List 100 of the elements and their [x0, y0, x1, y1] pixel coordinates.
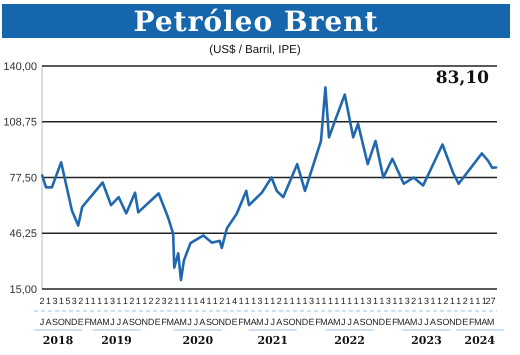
x2-tick-label: 2 — [39, 296, 45, 306]
chart-title: Petróleo Brent — [134, 5, 378, 38]
x2-tick-label: 1 — [475, 296, 480, 306]
text: M — [179, 317, 187, 327]
text: M — [410, 317, 418, 327]
x2-tick-label: 2 — [129, 296, 134, 306]
x-tick-label: 2024 — [464, 334, 496, 347]
text: F — [161, 317, 168, 327]
text: N — [64, 317, 72, 327]
x2-tick-label: 1 — [456, 296, 462, 306]
text: J — [270, 317, 276, 327]
text: M — [166, 317, 174, 327]
x2-tick-label: 1 — [290, 296, 295, 306]
text: O — [212, 317, 219, 327]
text: D — [378, 317, 386, 327]
x2-tick-label: 1 — [430, 296, 436, 306]
x2-tick-label: 1 — [379, 296, 384, 306]
text: M — [474, 317, 482, 327]
x2-tick-label: 1 — [296, 296, 302, 306]
text: S — [52, 317, 58, 327]
x2-tick-label: 3 — [162, 296, 167, 306]
x2-tick-label: 1 — [482, 296, 487, 306]
x2-tick-label: 1 — [264, 296, 269, 306]
text: A — [122, 317, 128, 327]
line-series — [40, 86, 498, 282]
x2-tick-label: 1 — [84, 296, 90, 306]
x2-tick-label: 3 — [308, 296, 314, 306]
x2-tick-label: 1 — [142, 296, 148, 306]
x2-tick-label: 3 — [72, 296, 77, 306]
text: E — [78, 317, 84, 327]
text: J — [187, 317, 192, 327]
x2-tick-label: 1 — [334, 296, 340, 306]
text: O — [365, 317, 372, 327]
x2-tick-label: 1 — [226, 296, 231, 306]
x2-tick-label: 27 — [486, 296, 496, 306]
x2-tick-label: 3 — [404, 296, 410, 306]
text: O — [442, 317, 450, 327]
text: J — [424, 317, 429, 327]
text: E — [308, 317, 315, 327]
text: J — [264, 317, 269, 327]
text: A — [96, 317, 103, 327]
text: M — [243, 317, 251, 327]
x2-tick-label: 2 — [276, 296, 282, 306]
x2-tick-label: 1 — [206, 296, 212, 306]
y-tick-label: 108,75 — [3, 116, 37, 129]
text: N — [372, 317, 379, 327]
x2-tick-label: 5 — [65, 296, 70, 306]
x-tick-label: 2019 — [101, 334, 132, 347]
x2-tick-label: 1 — [212, 296, 218, 306]
text: S — [360, 317, 366, 327]
text: S — [128, 317, 135, 327]
x2-tick-label: 1 — [302, 296, 308, 306]
x2-tick-label: 2 — [462, 296, 468, 306]
x2-tick-label: 1 — [136, 296, 141, 306]
text: A — [353, 317, 360, 327]
x2-tick-label: 2 — [411, 296, 416, 306]
text: A — [276, 317, 282, 327]
y-tick-label: 140,00 — [3, 60, 37, 73]
text: F — [238, 317, 244, 327]
text: M — [256, 317, 264, 327]
annotation: 83,10 — [436, 68, 490, 88]
text: A — [430, 317, 436, 327]
x2-tick-label: 1 — [251, 296, 256, 306]
text: O — [134, 317, 142, 327]
text: E — [154, 317, 161, 327]
x2-tick-label: 1 — [321, 296, 326, 306]
x2-tick-label: 3 — [366, 296, 372, 306]
y-tick-label: 46,25 — [9, 228, 37, 240]
text: M — [486, 317, 494, 327]
x2-tick-label: 1 — [450, 296, 455, 306]
x2-tick-label: 2 — [443, 296, 448, 306]
text: S — [206, 317, 212, 327]
x-tick-label: 2023 — [411, 334, 442, 347]
text: N — [142, 317, 148, 327]
text: M — [102, 317, 110, 327]
x2-tick-label: 2 — [78, 296, 84, 306]
text: F — [468, 317, 475, 327]
text: N — [218, 317, 226, 327]
text: J — [110, 317, 115, 327]
x2-tick-label: 1 — [174, 296, 180, 306]
x2-tick-label: 4 — [232, 296, 238, 306]
x2-tick-label: 1 — [193, 296, 198, 306]
text: A — [46, 317, 52, 327]
x-tick-label: 2018 — [42, 334, 74, 347]
x2-tick-label: 3 — [257, 296, 262, 306]
x2-tick-label: 1 — [398, 296, 404, 306]
text: N — [449, 317, 456, 327]
x2-tick-label: 1 — [360, 296, 366, 306]
y-tick-label: 77,50 — [9, 172, 37, 184]
text: D — [302, 317, 309, 327]
x2-tick-label: 2 — [219, 296, 224, 306]
text: N — [295, 317, 302, 327]
text: M — [397, 317, 405, 327]
text: A — [327, 317, 334, 327]
x2-tick-label: 1 — [418, 296, 423, 306]
x2-tick-label: 1 — [373, 296, 378, 306]
text: O — [288, 317, 296, 327]
x2-tick-label: 1 — [270, 296, 276, 306]
text: J — [347, 317, 352, 327]
x2-tick-label: 1 — [104, 296, 109, 306]
